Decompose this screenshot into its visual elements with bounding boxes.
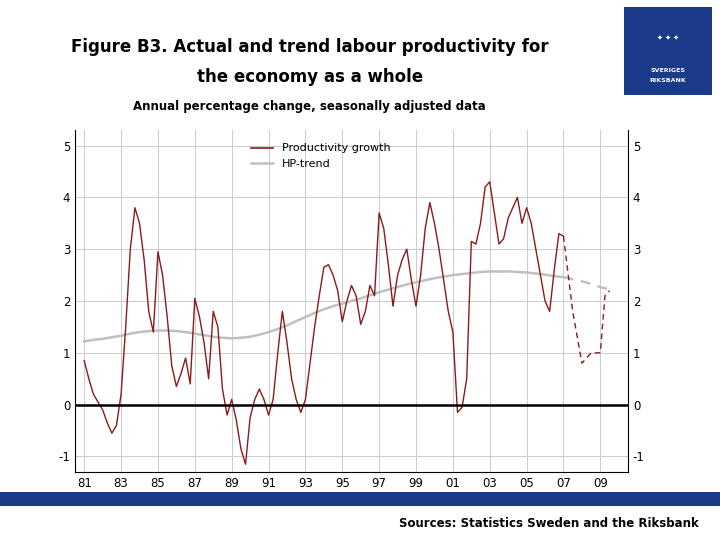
Legend: Productivity growth, HP-trend: Productivity growth, HP-trend [246,139,395,173]
Text: the economy as a whole: the economy as a whole [197,68,423,85]
Text: Annual percentage change, seasonally adjusted data: Annual percentage change, seasonally adj… [133,100,486,113]
Text: RIKSBANK: RIKSBANK [649,78,686,83]
Text: Figure B3. Actual and trend labour productivity for: Figure B3. Actual and trend labour produ… [71,38,549,56]
Text: Sources: Statistics Sweden and the Riksbank: Sources: Statistics Sweden and the Riksb… [399,517,698,530]
Text: SVERIGES: SVERIGES [650,68,685,73]
Text: ✦ ✦ ✦: ✦ ✦ ✦ [657,35,679,41]
